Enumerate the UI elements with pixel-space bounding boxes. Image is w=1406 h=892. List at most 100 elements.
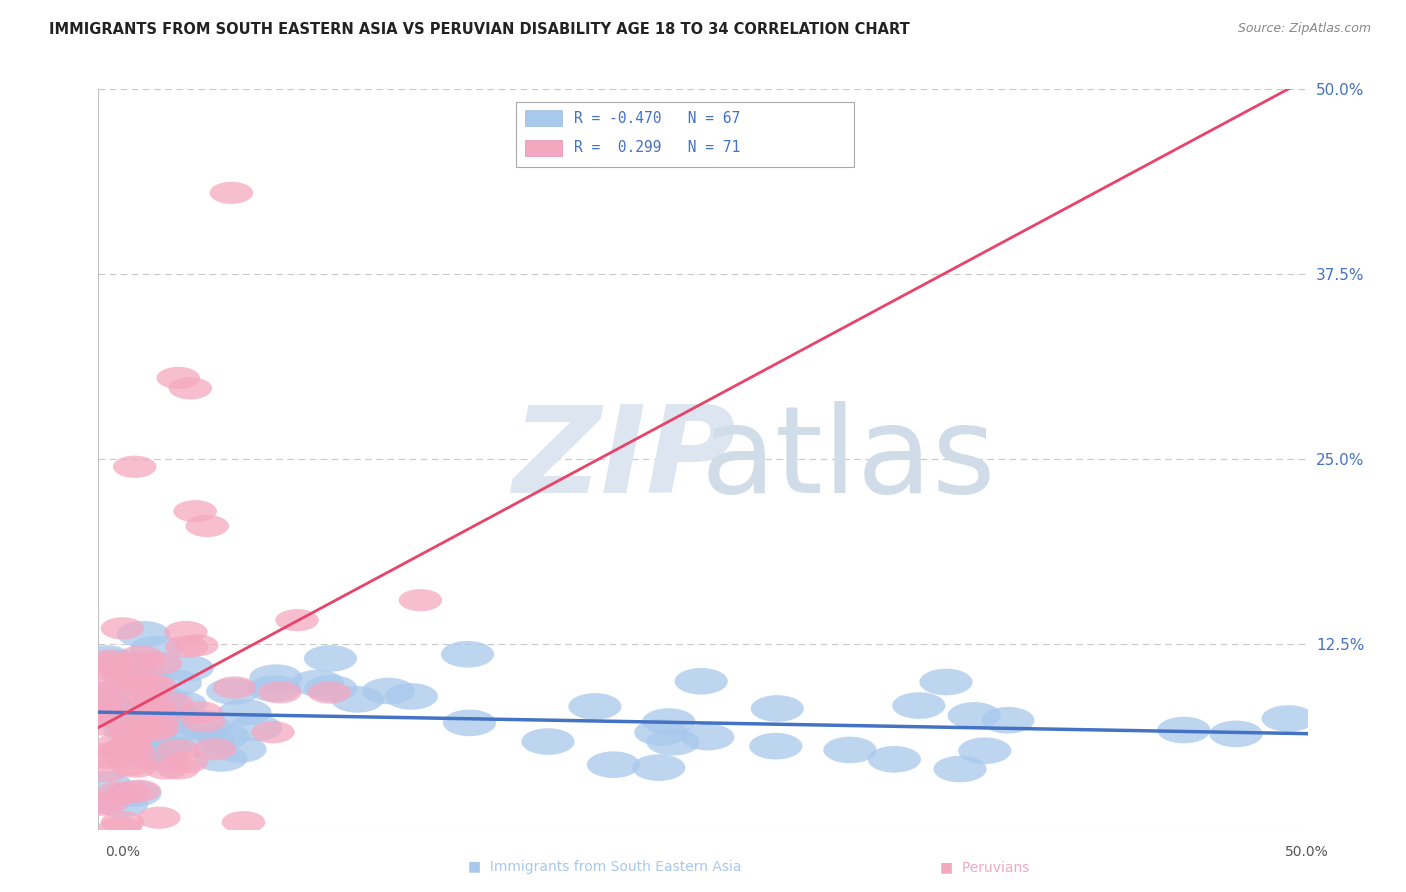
Text: R = -0.470   N = 67: R = -0.470 N = 67 xyxy=(574,111,740,126)
Ellipse shape xyxy=(186,515,229,537)
Ellipse shape xyxy=(259,681,302,704)
Ellipse shape xyxy=(443,709,496,736)
Ellipse shape xyxy=(675,668,728,695)
Ellipse shape xyxy=(156,367,200,389)
Text: R =  0.299   N = 71: R = 0.299 N = 71 xyxy=(574,140,740,155)
Ellipse shape xyxy=(114,745,157,767)
Text: Source: ZipAtlas.com: Source: ZipAtlas.com xyxy=(1237,22,1371,36)
Text: ■  Peruvians: ■ Peruvians xyxy=(939,860,1029,874)
Ellipse shape xyxy=(114,694,157,716)
Ellipse shape xyxy=(139,652,183,674)
Ellipse shape xyxy=(121,714,165,736)
Ellipse shape xyxy=(165,621,208,643)
Ellipse shape xyxy=(132,685,186,712)
Text: atlas: atlas xyxy=(700,401,995,518)
Ellipse shape xyxy=(128,673,172,696)
Ellipse shape xyxy=(104,666,157,693)
Ellipse shape xyxy=(647,729,700,756)
Ellipse shape xyxy=(79,771,132,797)
Ellipse shape xyxy=(117,621,170,648)
Ellipse shape xyxy=(643,708,696,735)
Ellipse shape xyxy=(84,760,128,782)
Ellipse shape xyxy=(97,707,141,730)
Ellipse shape xyxy=(120,645,163,667)
FancyBboxPatch shape xyxy=(516,102,855,167)
Ellipse shape xyxy=(136,716,180,739)
Ellipse shape xyxy=(112,456,156,478)
Ellipse shape xyxy=(165,636,208,658)
Ellipse shape xyxy=(249,665,302,691)
Ellipse shape xyxy=(957,738,1011,764)
Ellipse shape xyxy=(118,741,172,767)
Ellipse shape xyxy=(138,706,181,728)
Ellipse shape xyxy=(105,737,149,759)
Ellipse shape xyxy=(108,781,150,804)
Ellipse shape xyxy=(79,794,122,816)
Ellipse shape xyxy=(156,757,200,780)
Ellipse shape xyxy=(86,695,139,722)
Ellipse shape xyxy=(138,712,190,738)
Ellipse shape xyxy=(276,609,319,632)
Ellipse shape xyxy=(139,735,193,762)
Ellipse shape xyxy=(86,792,129,814)
Ellipse shape xyxy=(1209,721,1263,747)
FancyBboxPatch shape xyxy=(526,110,561,126)
Ellipse shape xyxy=(143,757,187,780)
Ellipse shape xyxy=(934,756,987,782)
Ellipse shape xyxy=(568,693,621,720)
Ellipse shape xyxy=(115,669,159,691)
Ellipse shape xyxy=(98,739,142,761)
Ellipse shape xyxy=(80,687,124,709)
Ellipse shape xyxy=(110,738,153,760)
Ellipse shape xyxy=(634,719,688,746)
Ellipse shape xyxy=(134,674,177,697)
Ellipse shape xyxy=(214,736,267,763)
FancyBboxPatch shape xyxy=(526,139,561,156)
Ellipse shape xyxy=(115,663,169,689)
Ellipse shape xyxy=(229,714,283,741)
Ellipse shape xyxy=(330,686,384,713)
Ellipse shape xyxy=(586,751,640,778)
Ellipse shape xyxy=(1157,717,1211,743)
Ellipse shape xyxy=(103,716,156,743)
Ellipse shape xyxy=(207,678,259,705)
Ellipse shape xyxy=(824,737,876,764)
Ellipse shape xyxy=(84,681,128,704)
Ellipse shape xyxy=(96,781,139,804)
Ellipse shape xyxy=(174,634,218,657)
Ellipse shape xyxy=(79,695,122,717)
Ellipse shape xyxy=(920,669,973,696)
Ellipse shape xyxy=(179,714,232,741)
Ellipse shape xyxy=(160,655,214,681)
Ellipse shape xyxy=(893,692,945,719)
Ellipse shape xyxy=(82,743,125,765)
Ellipse shape xyxy=(101,811,145,833)
Ellipse shape xyxy=(308,681,352,704)
Ellipse shape xyxy=(222,811,266,833)
Ellipse shape xyxy=(751,695,804,722)
Ellipse shape xyxy=(118,780,162,802)
Ellipse shape xyxy=(89,653,132,675)
Ellipse shape xyxy=(128,707,181,733)
Ellipse shape xyxy=(682,723,734,750)
Ellipse shape xyxy=(112,724,156,747)
Ellipse shape xyxy=(80,645,132,672)
Ellipse shape xyxy=(252,721,295,743)
Ellipse shape xyxy=(138,806,180,829)
Text: IMMIGRANTS FROM SOUTH EASTERN ASIA VS PERUVIAN DISABILITY AGE 18 TO 34 CORRELATI: IMMIGRANTS FROM SOUTH EASTERN ASIA VS PE… xyxy=(49,22,910,37)
Ellipse shape xyxy=(108,780,162,807)
Ellipse shape xyxy=(181,710,225,732)
Text: 0.0%: 0.0% xyxy=(105,845,141,859)
Ellipse shape xyxy=(117,673,160,696)
Ellipse shape xyxy=(441,641,494,667)
Ellipse shape xyxy=(135,744,188,771)
Ellipse shape xyxy=(121,650,165,673)
Ellipse shape xyxy=(110,721,153,743)
Text: ■  Immigrants from South Eastern Asia: ■ Immigrants from South Eastern Asia xyxy=(468,860,741,874)
Ellipse shape xyxy=(247,675,301,702)
Ellipse shape xyxy=(79,657,122,680)
Ellipse shape xyxy=(129,636,183,662)
Ellipse shape xyxy=(146,702,200,729)
Ellipse shape xyxy=(101,617,145,640)
Ellipse shape xyxy=(143,720,197,747)
